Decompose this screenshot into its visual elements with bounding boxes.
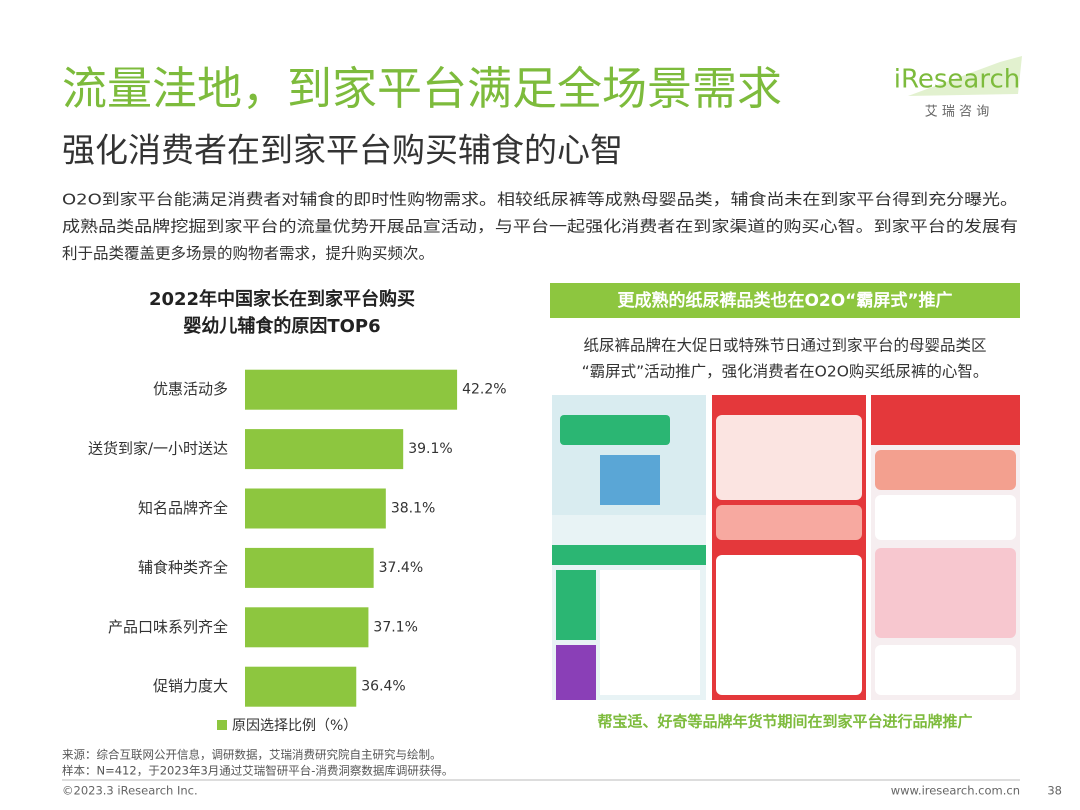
- legend-label: 原因选择比例（%）: [232, 718, 357, 734]
- category-label: 送货到家/一小时送达: [88, 440, 228, 458]
- value-label: 36.4%: [361, 679, 405, 695]
- screenshot: [552, 395, 706, 700]
- chart-title: 婴幼儿辅食的原因TOP6: [183, 315, 380, 337]
- screen-block: [875, 495, 1016, 540]
- screenshot: [712, 395, 866, 700]
- footer-url: www.iresearch.com.cn: [891, 784, 1020, 798]
- promo-description: 纸尿裤品牌在大促日或特殊节日通过到家平台的母婴品类区: [583, 337, 986, 355]
- category-label: 优惠活动多: [153, 380, 228, 398]
- bar: [245, 369, 458, 410]
- copyright: ©2023.3 iResearch Inc.: [62, 784, 198, 798]
- banner-text: 更成熟的纸尿裤品类也在O2O“霸屏式”推广: [617, 290, 952, 311]
- page-number: 38: [1047, 784, 1062, 798]
- paragraph-line: 成熟品类品牌挖掘到家平台的流量优势开展品宣活动，与平台一起强化消费者在到家渠道的…: [62, 218, 1018, 236]
- value-label: 37.1%: [373, 619, 417, 635]
- category-label: 知名品牌齐全: [138, 499, 228, 517]
- promo-caption: 帮宝适、好奇等品牌年货节期间在到家平台进行品牌推广: [597, 713, 972, 731]
- screen-header: [871, 395, 1020, 445]
- screenshot: [871, 395, 1020, 700]
- bar: [245, 666, 357, 707]
- logo-swoosh: [908, 56, 1022, 96]
- legend-swatch: [217, 720, 227, 730]
- logo: iResearch: [894, 65, 1020, 95]
- screen-block: [556, 645, 596, 700]
- screen-block: [560, 415, 670, 445]
- bar: [245, 547, 374, 588]
- screen-block: [875, 645, 1016, 695]
- screen-block: [716, 555, 862, 695]
- screen-block: [875, 548, 1016, 638]
- value-label: 39.1%: [408, 441, 452, 457]
- bar: [245, 488, 386, 529]
- title: 流量洼地，到家平台满足全场景需求: [62, 62, 782, 115]
- screen-block: [552, 545, 706, 565]
- screen-block: [600, 570, 700, 695]
- category-label: 辅食种类齐全: [138, 558, 228, 576]
- value-label: 38.1%: [391, 501, 435, 517]
- paragraph-line: O2O到家平台能满足消费者对辅食的即时性购物需求。相较纸尿裤等成熟母婴品类，辅食…: [62, 191, 1018, 209]
- bar: [245, 429, 404, 470]
- banner: [550, 283, 1020, 318]
- screen-block: [600, 455, 660, 505]
- screen-block: [716, 415, 862, 500]
- screen-block: [556, 570, 596, 640]
- paragraph: O2O到家平台能满足消费者对辅食的即时性购物需求。相较纸尿裤等成熟母婴品类，辅食…: [62, 191, 1018, 263]
- promo-description: “霸屏式”活动推广，强化消费者在O2O购买纸尿裤的心智。: [582, 363, 989, 381]
- screen-block: [716, 505, 862, 540]
- value-label: 42.2%: [462, 382, 506, 398]
- value-label: 37.4%: [379, 560, 423, 576]
- paragraph-line: 利于品类覆盖更多场景的购物者需求，提升购买频次。: [62, 245, 434, 263]
- category-label: 促销力度大: [153, 677, 228, 695]
- source: 来源：综合互联网公开信息，调研数据，艾瑞消费研究院自主研究与绘制。: [62, 748, 442, 762]
- chart-title: 2022年中国家长在到家平台购买: [149, 288, 415, 310]
- logo-sub: 艾 瑞 咨 询: [925, 105, 989, 120]
- bar-chart: 优惠活动多 42.2% 送货到家/一小时送达 39.1% 知名品牌齐全 38.1% 辅食种类…: [88, 369, 507, 734]
- bar: [245, 607, 369, 648]
- screen-block: [875, 450, 1016, 490]
- source: 样本：N=412，于2023年3月通过艾瑞智研平台-消费洞察数据库调研获得。: [62, 764, 453, 778]
- category-label: 产品口味系列齐全: [108, 618, 228, 636]
- subtitle: 强化消费者在到家平台购买辅食的心智: [62, 131, 623, 170]
